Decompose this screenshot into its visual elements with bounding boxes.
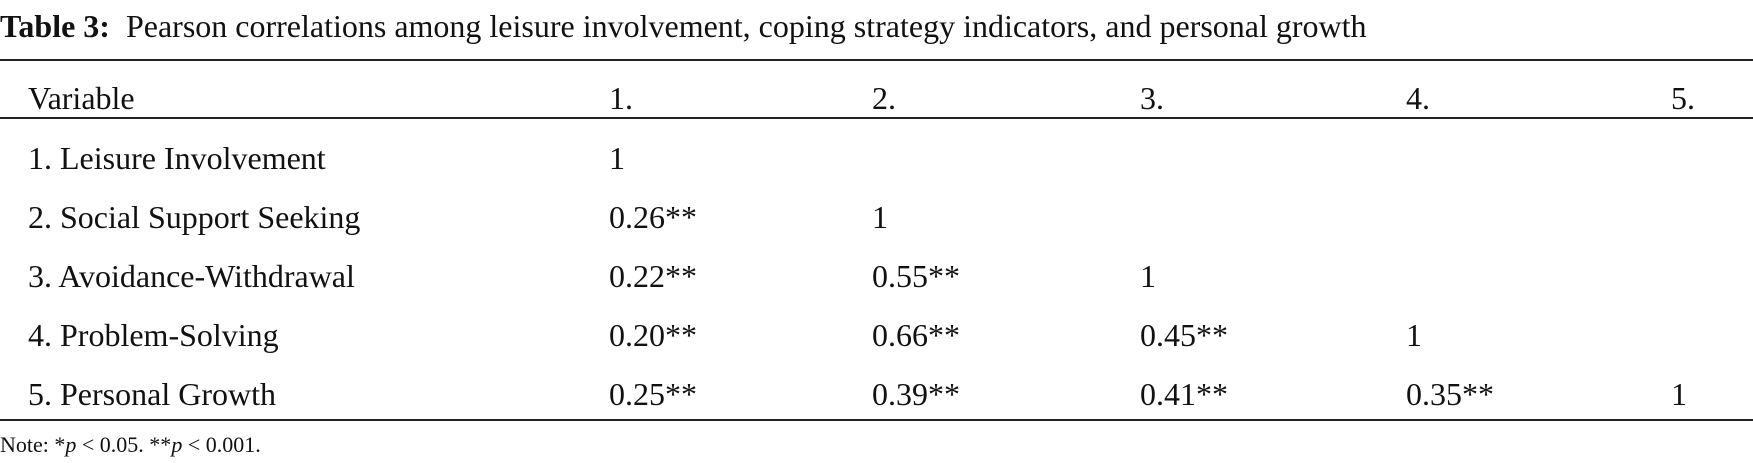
header-cell: Variable — [28, 80, 135, 116]
row-label: 2. Social Support Seeking — [28, 199, 361, 235]
table-cell: 0.55** — [872, 258, 960, 294]
header-cell: 3. — [1140, 80, 1164, 116]
note-part: p — [65, 432, 77, 457]
note-part: < 0.05. ** — [76, 432, 172, 457]
note-part: < 0.001. — [182, 432, 261, 457]
table-cell: 0.22** — [609, 258, 697, 294]
table-note: Note: *p < 0.05. **p < 0.001. — [0, 432, 261, 458]
row-label: 4. Problem-Solving — [28, 317, 279, 353]
top-rule — [0, 59, 1753, 61]
table-cell: 0.26** — [609, 199, 697, 235]
table-cell: 1 — [1406, 317, 1422, 353]
table-cell: 0.45** — [1140, 317, 1228, 353]
header-cell: 1. — [609, 80, 633, 116]
header-cell: 4. — [1406, 80, 1430, 116]
table-cell: 1 — [609, 140, 625, 176]
table-cell: 0.66** — [872, 317, 960, 353]
table-cell: 1 — [1671, 376, 1687, 412]
caption-label: Table 3: — [0, 8, 110, 44]
row-label: 5. Personal Growth — [28, 376, 276, 412]
header-cell: 5. — [1671, 80, 1695, 116]
row-label: 3. Avoidance-Withdrawal — [28, 258, 355, 294]
header-cell: 2. — [872, 80, 896, 116]
table-cell: 0.39** — [872, 376, 960, 412]
table-caption: Table 3: Pearson correlations among leis… — [0, 8, 1367, 44]
table-cell: 0.35** — [1406, 376, 1494, 412]
caption-text: Pearson correlations among leisure invol… — [125, 8, 1367, 44]
row-label: 1. Leisure Involvement — [28, 140, 326, 176]
note-part: Note: * — [0, 432, 66, 457]
bottom-rule — [0, 419, 1753, 421]
header-rule — [0, 117, 1753, 119]
table-cell: 1 — [872, 199, 888, 235]
table-cell: 0.25** — [609, 376, 697, 412]
table-cell: 1 — [1140, 258, 1156, 294]
table-cell: 0.20** — [609, 317, 697, 353]
table-cell: 0.41** — [1140, 376, 1228, 412]
note-part: p — [171, 432, 183, 457]
